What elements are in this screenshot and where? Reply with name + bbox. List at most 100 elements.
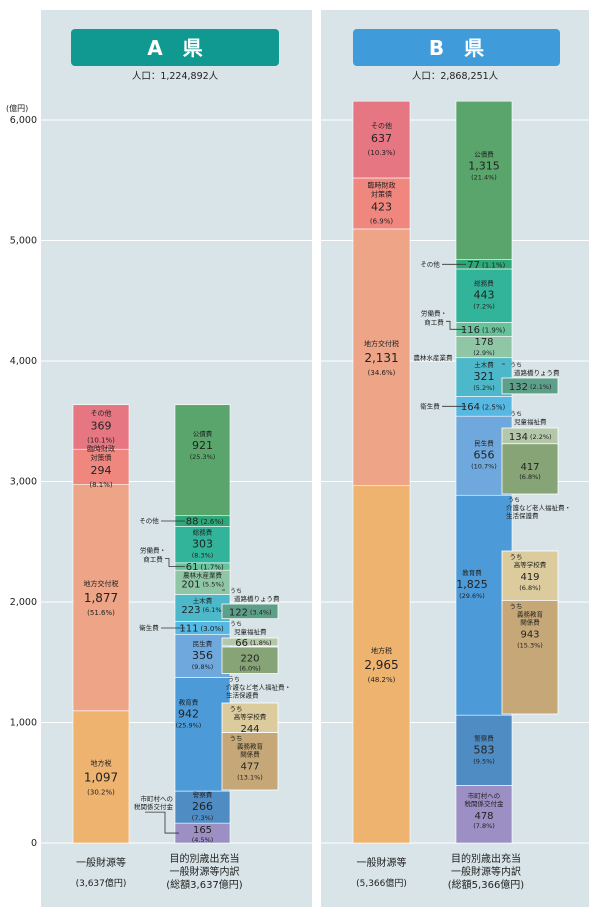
sub-item-title: 児童福祉費 <box>514 417 547 426</box>
sub-item-box <box>501 599 559 715</box>
segment-pct: (10.3%) <box>368 149 396 157</box>
sub-item-box <box>501 443 559 495</box>
sub-item-box <box>221 646 279 674</box>
segment-value: 1,097 <box>84 770 118 784</box>
segment-name: 農林水産業費 <box>414 353 454 362</box>
segment-name: その他 <box>139 516 159 525</box>
segment-value: 164 <box>461 402 480 413</box>
segment-value: 1,315 <box>468 159 500 172</box>
sub-item-title: 生活保護費 <box>506 511 539 520</box>
segment-pct: (8.1%) <box>89 481 113 489</box>
segment-pct: (5.5%) <box>203 580 225 588</box>
bar1-caption: 一般財源等 <box>357 856 407 869</box>
segment-pct: (6.9%) <box>370 217 394 225</box>
sub-item-value: 419 <box>520 572 539 583</box>
sub-item-title: うち <box>510 553 523 561</box>
sub-item-value: 134 <box>509 432 528 443</box>
segment-name: 民生費 <box>193 639 213 648</box>
segment-pct: (48.2%) <box>368 676 396 684</box>
segment-name: 税関係交付金 <box>134 802 174 811</box>
sub-item-value: 66 <box>235 638 248 649</box>
segment-name: 公債費 <box>193 429 213 438</box>
bar-segment-purpose <box>455 100 513 260</box>
sub-item-title: うち <box>230 735 243 743</box>
segment-name: 対策債 <box>371 189 392 198</box>
sub-item-value: 477 <box>240 762 259 773</box>
bar2-caption: 目的別歳出充当 <box>451 852 521 865</box>
segment-value: 2,965 <box>364 658 398 672</box>
segment-name: 税関係交付金 <box>465 799 505 808</box>
segment-pct: (25.3%) <box>190 453 216 461</box>
leader-line <box>446 320 466 330</box>
segment-value: 178 <box>474 337 493 348</box>
segment-value: 369 <box>91 419 112 432</box>
y-tick-label: 6,000 <box>10 115 37 126</box>
bar2-caption: 目的別歳出充当 <box>170 852 240 865</box>
segment-pct: (7.2%) <box>473 303 495 311</box>
segment-name: 市町村への <box>141 794 174 803</box>
segment-name: 臨時財政 <box>87 444 115 453</box>
segment-value: 294 <box>91 464 112 477</box>
segment-name: 地方交付税 <box>364 339 399 348</box>
sub-item-title: 介護など老人福祉費・ <box>226 683 291 692</box>
segment-pct: (7.8%) <box>473 822 495 830</box>
sub-item-title: 児童福祉費 <box>234 627 267 636</box>
bar-segment-purpose <box>455 714 513 786</box>
segment-name: 公債費 <box>474 149 494 158</box>
sub-item-title: うち <box>228 677 240 684</box>
sub-item-title: 関係費 <box>240 750 260 759</box>
segment-name: 総務費 <box>193 528 213 537</box>
sub-item-value: 132 <box>509 382 528 393</box>
segment-value: 116 <box>461 325 480 336</box>
sub-item-box <box>501 377 559 395</box>
segment-value: 266 <box>192 800 213 813</box>
segment-name: 対策債 <box>91 453 112 462</box>
sub-item-title: うち <box>510 411 522 418</box>
segment-value: 443 <box>474 289 495 302</box>
segment-value: 637 <box>371 132 392 145</box>
sub-item-value: 220 <box>240 653 259 664</box>
segment-value: 165 <box>193 825 212 836</box>
segment-name: 総務費 <box>474 279 494 288</box>
bar-segment-general <box>352 485 411 844</box>
bar-segment-general <box>352 100 411 179</box>
y-tick-label: 5,000 <box>10 236 37 247</box>
y-axis-unit: (億円) <box>6 103 28 113</box>
bar-segment-purpose <box>174 404 231 517</box>
sub-item-title: 生活保護費 <box>226 691 259 700</box>
segment-name: その他 <box>371 121 392 130</box>
sub-item-pct: (6.8%) <box>519 473 541 481</box>
segment-value: 356 <box>192 649 213 662</box>
bar-segment-purpose <box>174 569 231 595</box>
sub-item-title: 高等学校費 <box>234 712 267 721</box>
segment-value: 61 <box>186 562 199 573</box>
bar1-caption: (5,366億円) <box>356 877 407 889</box>
sub-item-title: 義務教育 <box>517 609 544 618</box>
segment-pct: (2.5%) <box>482 403 506 411</box>
segment-name: 地方税 <box>91 758 112 767</box>
bar-segment-purpose <box>455 268 513 323</box>
segment-pct: (7.3%) <box>192 814 214 822</box>
y-tick-label: 3,000 <box>10 477 37 488</box>
sub-item-title: 高等学校費 <box>514 560 547 569</box>
segment-value: 77 <box>467 260 480 271</box>
bar1-caption: 一般財源等 <box>76 856 126 869</box>
sub-item-value: 943 <box>520 629 539 640</box>
sub-item-value: 122 <box>229 607 248 618</box>
y-tick-label: 2,000 <box>10 597 37 608</box>
sub-item-title: うち <box>230 705 243 713</box>
segment-value: 921 <box>192 439 213 452</box>
leader-line <box>165 558 185 567</box>
sub-item-box <box>501 550 559 602</box>
segment-name: 警察費 <box>193 790 213 799</box>
segment-name: 市町村への <box>468 791 501 800</box>
segment-pct: (5.2%) <box>473 384 495 392</box>
bar-segment-general <box>72 404 130 450</box>
segment-value: 478 <box>474 811 493 822</box>
segment-name: 民生費 <box>474 439 494 448</box>
segment-name: 地方交付税 <box>84 579 119 588</box>
sub-item-value: 417 <box>520 462 539 473</box>
segment-pct: (6.1%) <box>203 606 225 614</box>
sub-item-box <box>221 702 279 733</box>
